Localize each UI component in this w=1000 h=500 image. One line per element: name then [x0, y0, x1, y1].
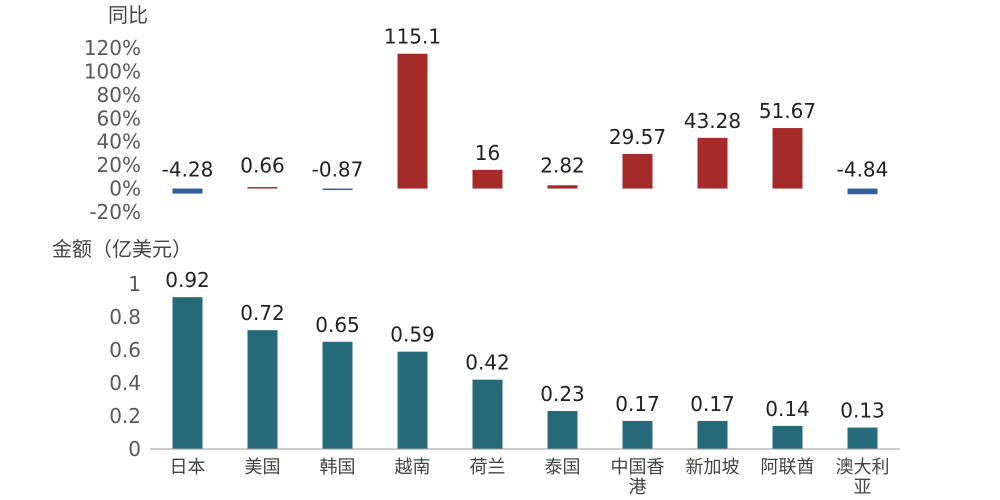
- amount-tick-label: 0.2: [109, 404, 141, 428]
- yoy-bar-9: [847, 188, 878, 195]
- yoy-tick-label: 40%: [97, 130, 141, 154]
- yoy-bar-2: [322, 188, 353, 191]
- amount-data-labels: 0.92 0.72 0.65 0.59 0.42 0.23 0.17 0.17 0.14 0.13: [165, 268, 885, 422]
- amount-data-label: 0.42: [465, 351, 510, 375]
- category-label: 澳大利: [836, 457, 890, 478]
- yoy-tick-label: 60%: [97, 106, 141, 130]
- amount-data-label: 0.23: [540, 382, 585, 406]
- category-label: 美国: [245, 457, 281, 478]
- amount-data-label: 0.59: [390, 323, 435, 347]
- yoy-bar-4: [472, 169, 503, 189]
- yoy-data-label: -4.84: [837, 158, 889, 182]
- yoy-tick-label: 20%: [97, 153, 141, 177]
- amount-bar-7: [697, 420, 728, 449]
- yoy-tick-label: 80%: [97, 83, 141, 107]
- category-label: 韩国: [320, 457, 356, 478]
- amount-bar-2: [322, 341, 353, 449]
- yoy-tick-label: 120%: [84, 36, 141, 60]
- yoy-bar-0: [172, 188, 203, 194]
- category-label: 中国香: [611, 457, 665, 478]
- amount-data-label: 0.17: [690, 392, 735, 416]
- amount-data-label: 0.92: [165, 268, 210, 292]
- amount-data-label: 0.13: [840, 399, 885, 423]
- amount-data-label: 0.14: [765, 397, 810, 421]
- category-label: 亚: [854, 477, 872, 498]
- amount-bar-9: [847, 427, 878, 449]
- category-label: 荷兰: [470, 457, 506, 478]
- category-label: 越南: [395, 457, 431, 478]
- yoy-bars: [172, 53, 878, 195]
- yoy-tick-labels: 120%100%80%60%40%20%0%-20%: [84, 36, 141, 224]
- amount-tick-label: 0: [128, 437, 141, 461]
- yoy-data-label: 43.28: [684, 109, 741, 133]
- yoy-axis-title: 同比: [108, 3, 148, 27]
- category-label: 新加坡: [686, 457, 740, 478]
- yoy-bar-6: [622, 153, 653, 189]
- amount-tick-label: 0.6: [109, 338, 141, 362]
- amount-bar-0: [172, 297, 203, 449]
- yoy-bar-3: [397, 53, 428, 189]
- yoy-data-label: 16: [475, 141, 500, 165]
- category-label: 港: [629, 477, 647, 498]
- amount-bar-3: [397, 351, 428, 449]
- amount-data-label: 0.65: [315, 313, 360, 337]
- category-label: 阿联酋: [761, 457, 815, 478]
- amount-bars: [172, 297, 878, 449]
- amount-axis-title: 金额（亿美元）: [52, 237, 192, 261]
- yoy-tick-label: 100%: [84, 59, 141, 83]
- yoy-data-label: 29.57: [609, 125, 666, 149]
- amount-tick-labels: 1 0.8 0.6 0.4 0.2 0: [109, 272, 141, 461]
- yoy-data-label: 2.82: [540, 154, 585, 178]
- amount-data-label: 0.17: [615, 392, 660, 416]
- yoy-data-labels: -4.28 0.66 -0.87 115.1 16 2.82 29.57 43.28 51.67…: [162, 25, 889, 182]
- amount-tick-label: 1: [128, 272, 141, 296]
- amount-bar-4: [472, 379, 503, 449]
- amount-bar-1: [247, 330, 278, 449]
- amount-panel: 金额（亿美元） 10.80.60.40.20 0.920.72 0.65 0.590…: [52, 237, 900, 498]
- amount-bar-6: [622, 420, 653, 449]
- yoy-bar-7: [697, 137, 728, 189]
- yoy-data-label: -0.87: [312, 158, 364, 182]
- amount-data-label: 0.72: [240, 301, 285, 325]
- category-label: 日本: [170, 457, 206, 478]
- yoy-bar-1: [247, 187, 278, 189]
- yoy-tick-label: 0%: [109, 177, 141, 201]
- yoy-data-label: 0.66: [240, 154, 285, 178]
- category-label: 泰国: [545, 457, 581, 478]
- amount-bar-8: [772, 425, 803, 449]
- yoy-data-label: 115.1: [384, 25, 441, 49]
- yoy-tick-label: -20%: [89, 200, 141, 224]
- amount-bar-5: [547, 411, 578, 449]
- yoy-bar-8: [772, 128, 803, 189]
- yoy-bar-5: [547, 185, 578, 189]
- yoy-panel: 同比 120%100%80%60%40%20%0%-20% -4.28 0.66-…: [84, 3, 889, 224]
- amount-tick-label: 0.4: [109, 371, 141, 395]
- yoy-data-label: 51.67: [759, 99, 816, 123]
- yoy-data-label: -4.28: [162, 158, 214, 182]
- amount-tick-label: 0.8: [109, 305, 141, 329]
